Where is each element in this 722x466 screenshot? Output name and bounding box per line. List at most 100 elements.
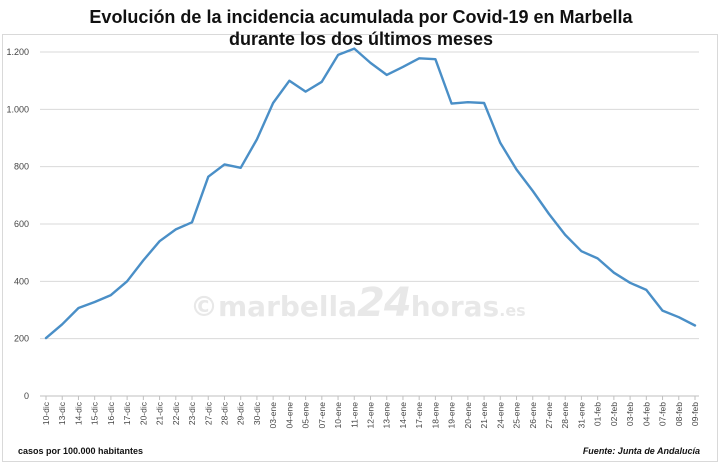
x-tick-label: 01-feb <box>593 402 603 426</box>
data-point <box>596 257 599 260</box>
x-tick-label: 16-dic <box>106 401 116 425</box>
data-point <box>548 213 550 215</box>
data-point <box>304 90 307 93</box>
x-tick-label: 15-dic <box>90 401 100 425</box>
data-point <box>418 57 420 60</box>
chart-frame <box>2 34 718 462</box>
data-point <box>256 138 258 141</box>
y-tick-label: 1.200 <box>6 47 29 57</box>
x-tick-label: 24-ene <box>495 402 505 429</box>
x-tick-label: 22-dic <box>171 401 181 425</box>
y-tick-label: 1.000 <box>6 104 29 114</box>
x-tick-label: 14-ene <box>398 402 408 429</box>
data-point <box>191 221 193 224</box>
x-tick-label: 04-ene <box>284 402 294 429</box>
y-tick-label: 800 <box>14 162 29 172</box>
x-tick-label: 07-feb <box>658 402 668 426</box>
data-point <box>369 62 372 64</box>
x-tick-label: 03-feb <box>625 402 635 426</box>
x-tick-label: 10-dic <box>41 401 51 425</box>
data-point <box>499 142 502 144</box>
y-tick-label: 400 <box>14 276 29 286</box>
data-point <box>207 175 210 178</box>
data-point <box>272 102 274 104</box>
chart-title-line1: Evolución de la incidencia acumulada por… <box>89 7 633 27</box>
x-tick-label: 25-ene <box>512 402 522 429</box>
data-point <box>450 102 453 105</box>
data-point <box>45 337 47 339</box>
x-tick-label: 26-ene <box>528 402 538 429</box>
x-tick-label: 28-ene <box>560 402 570 429</box>
x-tick-label: 09-feb <box>690 402 700 426</box>
data-point <box>385 74 388 76</box>
footnote-units: casos por 100.000 habitantes <box>18 446 144 456</box>
x-tick-label: 17-ene <box>414 402 424 429</box>
data-point <box>629 281 631 284</box>
data-point <box>110 294 112 296</box>
data-point <box>223 163 226 166</box>
y-axis: 0 200 400 600 800 1.000 1.200 <box>6 47 29 401</box>
data-point <box>645 289 648 291</box>
data-point <box>321 81 323 83</box>
x-tick-label: 18-ene <box>430 402 440 429</box>
data-point <box>142 259 145 262</box>
x-tick-label: 07-ene <box>317 402 327 429</box>
x-tick-label: 10-ene <box>333 402 343 429</box>
x-tick-label: 27-dic <box>203 401 213 425</box>
data-point <box>288 79 291 82</box>
x-tick-label: 14-dic <box>73 401 83 425</box>
chart-title-line2: durante los dos últimos meses <box>228 29 494 49</box>
x-tick-label: 11-ene <box>349 402 359 428</box>
x-tick-label: 03-ene <box>268 402 278 429</box>
x-tick-label: 29-dic <box>236 401 246 425</box>
x-tick-label: 08-feb <box>674 402 684 426</box>
data-point <box>158 240 161 242</box>
footnote-source: Fuente: Junta de Andalucía <box>582 446 700 456</box>
x-tick-label: 21-ene <box>479 402 489 429</box>
x-tick-label: 23-dic <box>187 401 197 425</box>
data-point <box>402 66 404 68</box>
x-tick-label: 13-ene <box>382 402 392 429</box>
y-tick-label: 0 <box>24 391 29 401</box>
x-tick-label: 02-feb <box>609 402 619 426</box>
x-tick-label: 12-ene <box>366 402 376 429</box>
x-tick-label: 20-dic <box>138 401 148 425</box>
data-point <box>93 301 96 303</box>
series-layer <box>44 47 697 340</box>
data-point <box>77 307 80 309</box>
x-tick-label: 19-ene <box>447 402 457 429</box>
data-point <box>694 324 696 327</box>
data-point <box>175 228 177 231</box>
y-tick-label: 600 <box>14 219 29 229</box>
data-point <box>661 309 664 312</box>
x-tick-label: 31-ene <box>576 402 586 429</box>
series-line <box>44 47 697 340</box>
x-tick-label: 20-ene <box>463 402 473 429</box>
x-tick-label: 28-dic <box>219 401 229 425</box>
x-axis: 10-dic 13-dic 14-dic 15-dic 16-dic 17-dic 20-d… <box>41 396 700 428</box>
data-point <box>613 271 615 274</box>
data-point <box>61 323 64 326</box>
grid-lines <box>40 51 699 397</box>
x-tick-label: 21-dic <box>155 401 165 425</box>
data-point <box>531 190 534 192</box>
chart-title: Evolución de la incidencia acumulada por… <box>0 6 722 50</box>
data-point <box>580 250 583 253</box>
data-point <box>677 316 680 318</box>
x-tick-label: 13-dic <box>57 401 67 425</box>
data-point <box>467 101 469 103</box>
x-tick-label: 17-dic <box>122 401 132 425</box>
x-tick-label: 30-dic <box>252 401 262 425</box>
data-point <box>515 168 518 171</box>
y-tick-label: 200 <box>14 334 29 344</box>
data-point <box>483 102 485 104</box>
data-point <box>353 47 356 50</box>
x-tick-label: 04-feb <box>641 402 651 426</box>
data-point <box>337 54 339 56</box>
data-point <box>126 280 128 283</box>
x-tick-label: 27-ene <box>544 402 554 429</box>
data-point <box>239 167 242 169</box>
data-point <box>564 234 566 236</box>
